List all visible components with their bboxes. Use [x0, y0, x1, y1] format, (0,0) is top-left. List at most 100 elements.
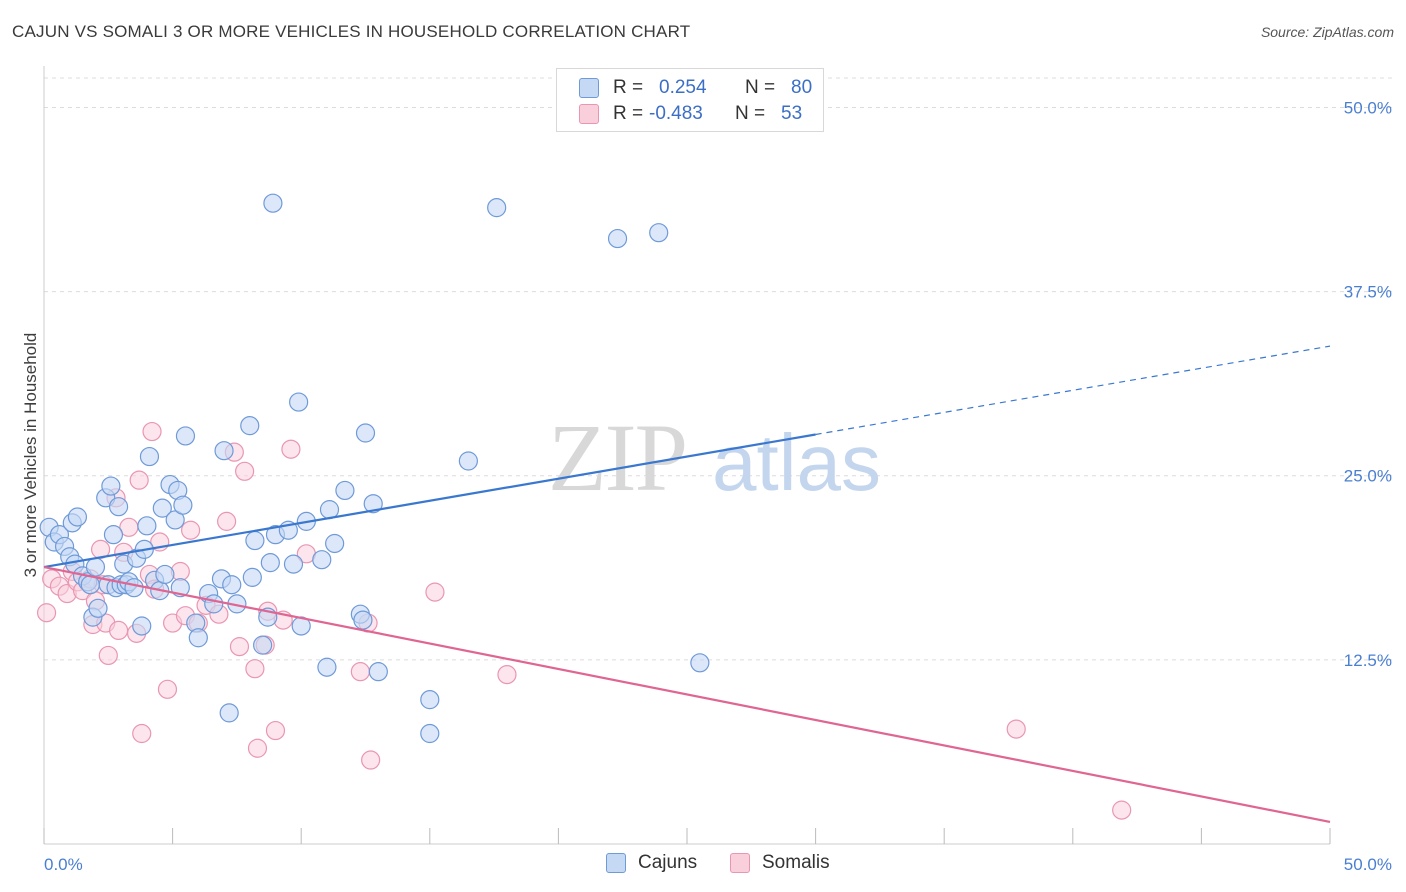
somali-point — [350, 662, 370, 682]
cajun-point — [368, 662, 388, 682]
somali-point — [157, 679, 178, 699]
cajun-point — [245, 530, 265, 551]
legend-n-value: 80 — [791, 77, 813, 98]
cajun-trend-extension — [815, 345, 1331, 436]
legend-item-cajuns: Cajuns — [606, 852, 697, 874]
cajun-point — [283, 554, 304, 574]
cajun-point — [175, 426, 196, 446]
cajun-point — [325, 533, 345, 554]
cajun-point — [335, 480, 355, 501]
legend-somalis-label: Somalis — [762, 852, 830, 873]
cajun-trend-line — [43, 433, 816, 569]
somali-point — [281, 439, 301, 459]
cajun-point — [263, 193, 283, 213]
cajun-point — [240, 416, 260, 436]
cajun-point — [458, 451, 478, 471]
legend-n-label: N = — [735, 103, 766, 124]
cajun-point — [132, 616, 152, 636]
legend-item-somalis: Somalis — [730, 852, 830, 874]
somali-point — [425, 582, 445, 602]
somali-point — [247, 738, 268, 758]
cajun-point — [649, 223, 669, 243]
legend-cajuns-label: Cajuns — [638, 852, 698, 873]
legend-row-cajun: R = 0.254 N = 80 — [579, 75, 812, 101]
cajun-point — [690, 653, 710, 673]
x-tick-label: 0.0% — [44, 855, 83, 874]
somali-point — [1112, 800, 1132, 820]
cajun-point — [155, 564, 175, 585]
axes — [43, 66, 1331, 845]
cajun-point — [253, 635, 273, 655]
cajun-point — [260, 553, 280, 573]
cajun-point — [487, 198, 507, 218]
cajun-point — [219, 703, 239, 723]
cajun-point — [108, 497, 129, 517]
trend-lines — [43, 345, 1331, 823]
cajun-point — [139, 446, 160, 467]
legend-r-value: 0.254 — [659, 77, 707, 98]
cajun-point — [152, 498, 172, 518]
somali-point — [142, 421, 162, 442]
cajun-point — [607, 228, 628, 249]
cajun-points — [39, 193, 710, 744]
legend-n-value: 53 — [781, 103, 803, 124]
somali-point — [265, 720, 286, 741]
somali-point — [108, 620, 129, 641]
legend-row-somali: R = -0.483 N = 53 — [579, 101, 802, 127]
cajun-point — [355, 423, 376, 443]
cajun-point — [420, 723, 440, 744]
legend-r-label: R = — [613, 77, 644, 98]
cajun-point — [85, 557, 106, 577]
somali-point — [1006, 719, 1026, 739]
y-tick-label: 25.0% — [1344, 467, 1392, 486]
somali-point — [217, 511, 237, 531]
somali-point — [229, 637, 250, 657]
somali-legend-swatch-icon — [730, 853, 750, 873]
somali-trend-line — [43, 565, 1331, 823]
cajun-point — [242, 567, 262, 587]
cajun-point — [124, 578, 144, 598]
cajun-swatch-icon — [579, 78, 599, 98]
legend-r-value: -0.483 — [649, 103, 703, 124]
y-tick-label: 12.5% — [1344, 651, 1392, 670]
somali-swatch-icon — [579, 104, 599, 124]
legend-n-label: N = — [745, 77, 776, 98]
somali-point — [129, 470, 149, 490]
cajun-point — [188, 628, 208, 648]
x-tick-label: 50.0% — [1344, 855, 1392, 874]
somali-point — [132, 723, 152, 744]
somali-point — [181, 520, 201, 540]
correlation-legend: R = 0.254 N = 80 R = -0.483 N = 53 — [556, 68, 824, 132]
cajun-point — [88, 598, 108, 618]
cajun-point — [165, 510, 185, 530]
watermark-zip: ZIP — [548, 404, 686, 511]
cajun-point — [289, 392, 309, 412]
somali-point — [497, 664, 517, 685]
y-axis-label: 3 or more Vehicles in Household — [21, 333, 40, 578]
somali-point — [36, 603, 57, 623]
cajun-point — [67, 507, 88, 527]
watermark: ZIP atlas — [548, 404, 881, 511]
somali-point — [361, 750, 381, 770]
series-legend: Cajuns Somalis — [0, 852, 1406, 878]
source-label: Source: ZipAtlas.com — [1260, 24, 1394, 40]
cajun-point — [222, 575, 242, 595]
cajun-point — [214, 441, 234, 461]
cajun-point — [204, 594, 224, 614]
y-tick-label: 37.5% — [1344, 283, 1392, 302]
somali-point — [245, 659, 265, 679]
cajun-point — [317, 657, 337, 677]
cajun-legend-swatch-icon — [606, 853, 626, 873]
cajun-point — [103, 525, 124, 545]
cajun-point — [353, 610, 373, 630]
watermark-atlas: atlas — [712, 418, 881, 507]
somali-point — [98, 645, 118, 666]
y-tick-label: 50.0% — [1344, 98, 1392, 117]
cajun-point — [420, 690, 440, 710]
somali-point — [235, 461, 255, 481]
cajun-point — [363, 494, 383, 514]
chart-title: CAJUN VS SOMALI 3 OR MORE VEHICLES IN HO… — [12, 22, 691, 41]
cajun-point — [312, 550, 332, 570]
tick-labels: 12.5% 25.0% 37.5% 50.0% 0.0% 50.0% — [44, 98, 1392, 874]
